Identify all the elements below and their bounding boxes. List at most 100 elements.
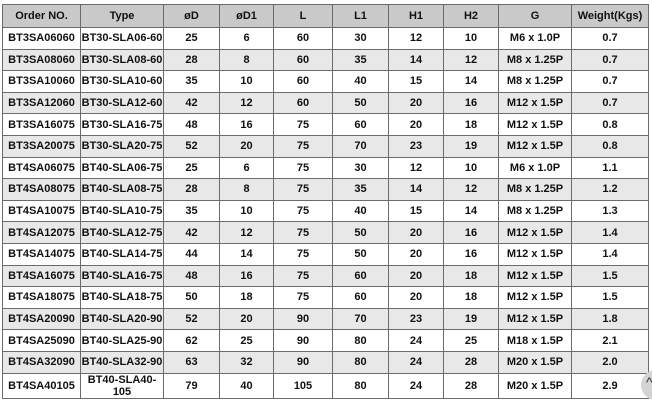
table-cell: 48 [163, 264, 220, 288]
table-cell: M12 x 1.5P [498, 242, 572, 266]
table-cell: 20 [388, 242, 444, 266]
table-cell: 60 [332, 286, 389, 309]
table-cell: M8 x 1.25P [498, 48, 572, 72]
table-cell: 60 [273, 91, 333, 115]
table-cell: BT4SA08075 [2, 178, 81, 201]
table-cell: 1.1 [571, 156, 649, 180]
table-cell: 14 [219, 242, 274, 266]
table-cell: 0.8 [571, 113, 649, 136]
table-cell: 32 [219, 350, 274, 374]
table-cell: 52 [163, 307, 220, 331]
table-cell: 15 [388, 199, 444, 223]
table-cell: 80 [332, 350, 389, 374]
table-cell: 48 [163, 113, 220, 136]
table-cell: 18 [443, 286, 499, 309]
table-cell: M6 x 1.0P [498, 156, 572, 180]
table-cell: BT4SA16075 [2, 264, 81, 288]
table-cell: 0.7 [571, 91, 649, 115]
table-cell: 1.4 [571, 221, 649, 244]
table-cell: 75 [273, 134, 333, 158]
table-cell: 28 [443, 350, 499, 374]
table-cell: 60 [273, 48, 333, 72]
table-cell: 10 [443, 156, 499, 180]
table-cell: M8 x 1.25P [498, 178, 572, 201]
table-cell: 42 [163, 91, 220, 115]
table-cell: 75 [273, 264, 333, 288]
table-row: BT4SA10075 BT40-SLA10-75 35 10 75 40 15 14 M8 x … [2, 199, 649, 223]
table-cell: BT4SA40105 [2, 372, 81, 399]
table-cell: 70 [332, 134, 389, 158]
table-cell: M20 x 1.5P [498, 372, 572, 399]
table-cell: BT3SA16075 [2, 113, 81, 136]
table-cell: BT40-SLA16-75 [80, 264, 164, 288]
table-cell: BT4SA25090 [2, 329, 81, 352]
table-row: BT4SA14075 BT40-SLA14-75 44 14 75 50 20 16 M12 x… [2, 242, 649, 266]
table-cell: 90 [273, 350, 333, 374]
column-header: L1 [332, 4, 389, 28]
table-cell: 10 [219, 199, 274, 223]
table-row: BT3SA10060 BT30-SLA10-60 35 10 60 40 15 14 M8 x … [2, 70, 649, 93]
table-cell: 63 [163, 350, 220, 374]
table-cell: 24 [388, 350, 444, 374]
column-header: Type [80, 4, 164, 28]
table-row: BT4SA20090 BT40-SLA20-90 52 20 90 70 23 19 M12 x… [2, 307, 649, 331]
table-cell: 52 [163, 134, 220, 158]
table-cell: 14 [443, 70, 499, 93]
table-cell: 28 [443, 372, 499, 399]
table-cell: 80 [332, 372, 389, 399]
table-cell: 24 [388, 372, 444, 399]
table-cell: M12 x 1.5P [498, 307, 572, 331]
table-cell: 35 [163, 199, 220, 223]
table-cell: 25 [163, 156, 220, 180]
column-header: G [498, 4, 572, 28]
table-cell: 75 [273, 178, 333, 201]
table-cell: 28 [163, 178, 220, 201]
table-row: BT3SA06060 BT30-SLA06-60 25 6 60 30 12 10 M6 x 1… [2, 27, 649, 50]
table-row: BT3SA08060 BT30-SLA08-60 28 8 60 35 14 12 M8 x 1… [2, 48, 649, 72]
table-cell: 2.0 [571, 350, 649, 374]
table-cell: M12 x 1.5P [498, 221, 572, 244]
table-cell: 20 [388, 221, 444, 244]
table-cell: 60 [332, 264, 389, 288]
table-cell: BT4SA10075 [2, 199, 81, 223]
table-row: BT4SA40105 BT40-SLA40-105 79 40 105 80 24 28 M20… [2, 372, 649, 399]
spec-table: Order NO. Type øD øD1 L L1 H1 H2 G Weight(Kgs) BT… [2, 4, 649, 399]
table-cell: BT30-SLA08-60 [80, 48, 164, 72]
table-cell: 0.7 [571, 48, 649, 72]
table-cell: 1.8 [571, 307, 649, 331]
table-cell: 23 [388, 307, 444, 331]
table-cell: 80 [332, 329, 389, 352]
table-cell: M12 x 1.5P [498, 134, 572, 158]
table-cell: 75 [273, 242, 333, 266]
scroll-to-top-button[interactable]: ^ [641, 370, 652, 400]
table-cell: 18 [443, 264, 499, 288]
table-cell: 30 [332, 156, 389, 180]
table-cell: 90 [273, 329, 333, 352]
table-cell: M12 x 1.5P [498, 113, 572, 136]
table-cell: BT3SA06060 [2, 27, 81, 50]
table-cell: 8 [219, 178, 274, 201]
table-cell: BT40-SLA18-75 [80, 286, 164, 309]
table-cell: 25 [219, 329, 274, 352]
table-cell: 35 [332, 178, 389, 201]
table-cell: 40 [219, 372, 274, 399]
table-row: BT4SA25090 BT40-SLA25-90 62 25 90 80 24 25 M18 x… [2, 329, 649, 352]
table-cell: BT3SA08060 [2, 48, 81, 72]
table-row: BT3SA16075 BT30-SLA16-75 48 16 75 60 20 18 M12 x… [2, 113, 649, 136]
table-cell: 2.1 [571, 329, 649, 352]
table-cell: 6 [219, 27, 274, 50]
table-cell: 10 [443, 27, 499, 50]
table-cell: 40 [332, 70, 389, 93]
table-cell: 16 [219, 264, 274, 288]
table-cell: 18 [443, 113, 499, 136]
table-cell: 50 [332, 221, 389, 244]
column-header: Order NO. [2, 4, 81, 28]
column-header: Weight(Kgs) [571, 4, 649, 28]
table-cell: BT4SA20090 [2, 307, 81, 331]
table-cell: 1.5 [571, 264, 649, 288]
table-cell: 35 [332, 48, 389, 72]
table-cell: 1.5 [571, 286, 649, 309]
table-cell: M20 x 1.5P [498, 350, 572, 374]
table-cell: 16 [443, 242, 499, 266]
table-cell: 40 [332, 199, 389, 223]
